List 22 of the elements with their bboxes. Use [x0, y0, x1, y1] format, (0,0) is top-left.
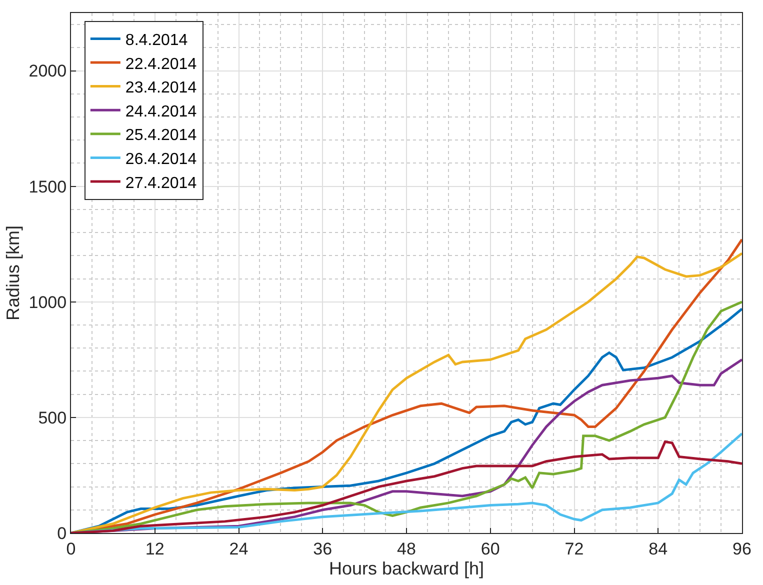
x-tick-label: 12	[145, 539, 164, 558]
x-tick-label: 36	[313, 539, 332, 558]
legend-label: 8.4.2014	[125, 32, 188, 49]
legend-label: 24.4.2014	[125, 103, 197, 120]
x-tick-label: 96	[732, 539, 752, 558]
x-axis-title: Hours backward [h]	[328, 558, 484, 578]
x-tick-label: 60	[480, 539, 500, 558]
x-tick-label: 24	[229, 539, 248, 558]
y-tick-label: 1500	[28, 177, 67, 196]
y-tick-label: 2000	[28, 62, 67, 81]
legend-label: 22.4.2014	[125, 56, 197, 73]
y-axis-title: Radius [km]	[2, 225, 23, 321]
legend-label: 25.4.2014	[125, 127, 197, 144]
x-tick-label: 48	[397, 539, 416, 558]
x-tick-label: 72	[564, 539, 584, 558]
y-tick-label: 0	[57, 524, 67, 543]
legend-label: 26.4.2014	[125, 150, 197, 168]
y-tick-label: 1000	[28, 292, 67, 312]
legend-label: 23.4.2014	[125, 80, 197, 97]
legend-label: 27.4.2014	[125, 174, 197, 192]
x-tick-label: 84	[648, 539, 668, 558]
y-tick-label: 500	[38, 408, 67, 428]
